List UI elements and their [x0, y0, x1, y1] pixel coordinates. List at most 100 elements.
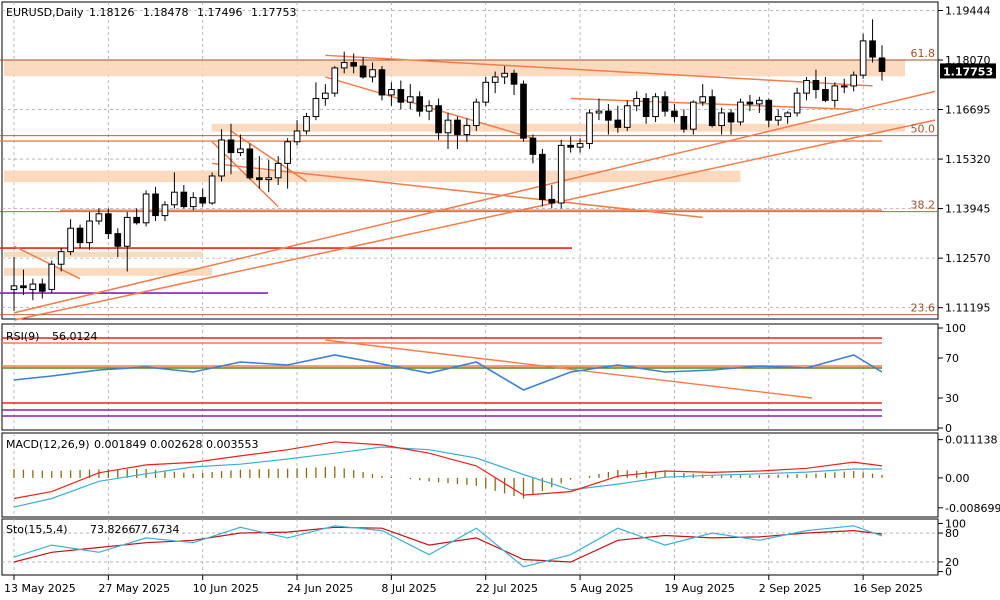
bearish-candle-body — [416, 96, 424, 112]
macd-value-1: 0.001849 — [94, 438, 147, 451]
trendline — [13, 90, 936, 314]
candle — [831, 82, 839, 108]
stoch-tick-label: 20 — [945, 556, 959, 569]
rsi-trendline — [325, 339, 813, 399]
rsi-title: RSI(9) — [6, 330, 39, 343]
candle — [114, 228, 122, 258]
candle — [76, 224, 84, 249]
candle — [29, 278, 37, 301]
bearish-candle-body — [642, 98, 650, 118]
bullish-candle-body — [265, 177, 273, 181]
candle — [595, 98, 603, 121]
candle — [255, 156, 263, 189]
bearish-candle-body — [246, 148, 254, 179]
candle — [727, 109, 735, 135]
candle — [869, 19, 876, 63]
bullish-candle-body — [501, 72, 508, 78]
price-zone — [211, 123, 906, 132]
bullish-candle-body — [586, 112, 593, 145]
rsi-tick-label: 100 — [945, 322, 966, 335]
bullish-candle-body — [784, 112, 791, 118]
candle — [491, 71, 499, 94]
bullish-candle-body — [491, 76, 499, 83]
y-tick-label: 1.15320 — [945, 153, 991, 166]
macd-tick-label: 0.00 — [945, 472, 970, 485]
bearish-candle-body — [680, 116, 688, 130]
candle — [95, 208, 103, 225]
bullish-candle-body — [699, 96, 707, 103]
candle — [756, 96, 763, 113]
symbol-title: EURUSD,Daily — [6, 6, 84, 19]
macd-signal-line — [13, 446, 882, 508]
bullish-candle-body — [633, 98, 641, 107]
rsi-tick-label: 70 — [945, 352, 959, 365]
macd-value-3: 0.003553 — [206, 438, 259, 451]
bullish-candle-body — [340, 62, 348, 69]
candle — [812, 69, 820, 99]
stoch-value-2: 77.6734 — [134, 523, 180, 536]
rsi-panel-frame — [1, 323, 939, 431]
bearish-candle-body — [822, 89, 829, 101]
candle — [312, 82, 320, 121]
candle — [803, 76, 810, 101]
y-tick-label: 1.16695 — [945, 104, 991, 117]
bullish-candle-body — [557, 144, 565, 204]
bullish-candle-body — [322, 92, 329, 100]
candle — [208, 172, 216, 205]
stoch-panel-frame — [1, 518, 939, 576]
candle — [227, 123, 235, 175]
stoch-title: Sto(15,5,4) — [6, 523, 68, 536]
candle — [623, 100, 631, 131]
bullish-candle-body — [123, 216, 131, 247]
candle — [482, 76, 490, 106]
bearish-candle-body — [539, 153, 546, 200]
fib-level-label: 50.0 — [911, 123, 936, 136]
fib-level-label: 23.6 — [911, 302, 936, 315]
current-price-marker: 1.17753 — [940, 63, 996, 79]
horizontal-levels — [0, 59, 938, 316]
bullish-candle-body — [652, 96, 659, 118]
candle — [661, 91, 669, 117]
candle — [322, 84, 329, 106]
rsi-tick-label: 30 — [945, 392, 959, 405]
candle — [246, 143, 254, 180]
macd-panel-frame — [1, 432, 939, 518]
bullish-candle-body — [161, 204, 169, 217]
candle — [378, 66, 386, 101]
candle — [652, 93, 659, 122]
trendline — [230, 130, 307, 183]
bullish-candle-body — [67, 227, 74, 253]
stoch-tick-label: 0 — [945, 566, 952, 579]
candle — [123, 212, 131, 272]
candle — [539, 148, 546, 207]
bearish-candle-body — [812, 80, 820, 91]
supply-demand-zones — [4, 59, 906, 276]
candle — [737, 98, 744, 126]
price-zone — [4, 251, 203, 258]
candle — [48, 260, 56, 294]
bullish-candle-body — [803, 80, 810, 94]
bearish-candle-body — [378, 69, 386, 96]
candle — [425, 100, 433, 121]
candle — [397, 80, 405, 110]
rsi-value: 56.0124 — [52, 330, 98, 343]
stoch-tick-label: 100 — [945, 517, 966, 530]
bearish-candle-body — [605, 110, 612, 121]
bearish-candle-body — [359, 65, 367, 78]
candle — [699, 84, 707, 106]
stoch-tick-label: 80 — [945, 527, 959, 540]
bearish-candle-body — [152, 193, 159, 217]
candle — [463, 118, 471, 142]
candle — [633, 91, 641, 112]
bearish-candle-body — [180, 191, 188, 208]
rsi-trendline-segment — [325, 339, 813, 399]
candle — [218, 129, 225, 182]
candle — [406, 84, 414, 110]
candle — [642, 93, 650, 124]
x-tick-label: 10 Jun 2025 — [193, 582, 259, 595]
candle — [680, 109, 688, 133]
fib-level-label: 61.8 — [911, 47, 936, 60]
bullish-candle-body — [388, 89, 395, 96]
candle — [671, 103, 678, 122]
y-tick-label: 1.19444 — [945, 5, 991, 18]
